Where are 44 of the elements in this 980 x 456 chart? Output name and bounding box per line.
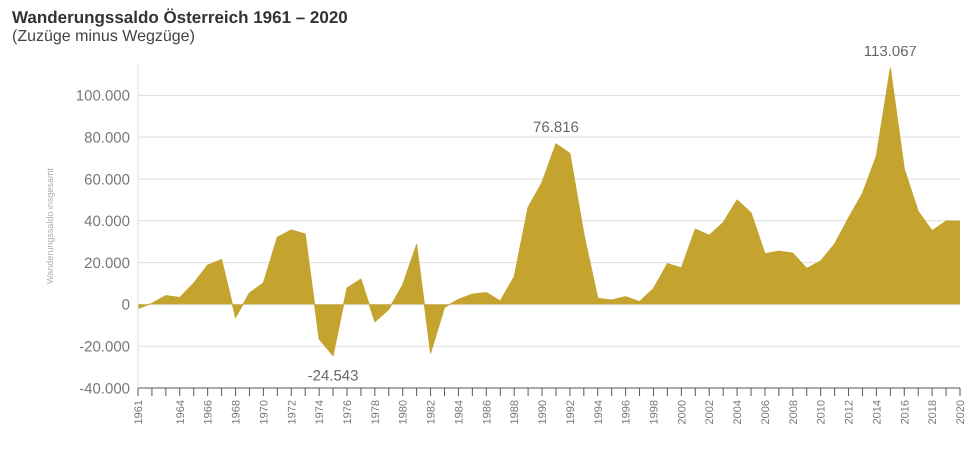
x-tick-label: 2008 (788, 400, 800, 424)
x-tick-label: 1984 (453, 400, 466, 424)
y-tick-label: 60.000 (84, 171, 130, 188)
x-tick-label: 2004 (732, 400, 744, 424)
y-tick-label: 20.000 (84, 254, 130, 272)
y-axis-title: Wanderungssaldo insgesamt (45, 168, 56, 284)
x-tick-label: 2010 (816, 400, 828, 424)
x-tick-label: 2012 (844, 400, 856, 424)
annotation: 76.816 (533, 118, 579, 136)
x-tick-label: 1982 (426, 400, 438, 424)
annotation: 113.067 (864, 43, 917, 60)
x-tick-label: 1961 (133, 400, 145, 424)
x-tick-label: 1990 (537, 400, 550, 424)
x-tick-label: 1976 (342, 400, 354, 424)
y-tick-label: 80.000 (84, 129, 130, 146)
annotation: -24.543 (308, 367, 358, 384)
x-tick-label: 1994 (592, 400, 605, 424)
x-tick-label: 1996 (620, 400, 633, 424)
chart-subtitle: (Zuzüge minus Wegzüge) (12, 28, 195, 45)
x-tick-label: 1998 (648, 400, 660, 424)
x-tick-label: 1988 (509, 400, 522, 424)
y-tick-label: -40.000 (79, 380, 130, 398)
x-tick-label: 1964 (174, 400, 187, 424)
x-tick-label: 2014 (871, 400, 884, 424)
x-tick-label: 1986 (481, 400, 494, 424)
x-tick-label: 1978 (370, 400, 382, 424)
y-tick-label: -20.000 (79, 338, 130, 356)
x-tick-label: 2002 (704, 400, 716, 424)
x-tick-label: 2016 (899, 400, 912, 424)
x-tick-label: 2000 (676, 400, 688, 424)
y-tick-label: 100.000 (76, 88, 130, 105)
x-tick-label: 1970 (258, 400, 270, 424)
x-tick-label: 2018 (927, 400, 940, 424)
y-tick-label: 0 (122, 296, 130, 314)
x-tick-label: 1992 (564, 400, 577, 424)
x-tick-label: 1968 (230, 400, 243, 424)
y-tick-label: 40.000 (84, 213, 130, 230)
x-tick-label: 2006 (760, 400, 772, 424)
x-tick-label: 2020 (955, 400, 967, 424)
x-tick-label: 1980 (398, 400, 410, 424)
x-tick-label: 1972 (286, 400, 298, 424)
chart-title: Wanderungssaldo Österreich 1961 – 2020 (12, 8, 349, 28)
x-tick-label: 1974 (314, 400, 326, 424)
x-tick-label: 1966 (202, 400, 215, 424)
